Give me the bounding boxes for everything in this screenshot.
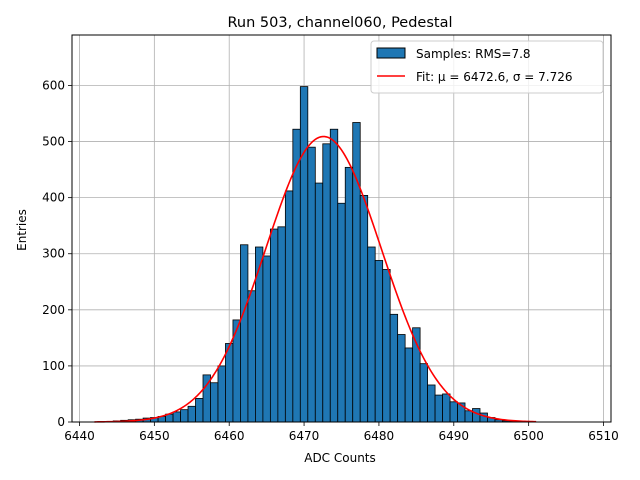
histogram-bar	[225, 343, 234, 423]
plot-frame	[71, 34, 612, 423]
histogram-bar	[442, 393, 451, 423]
histogram-bar	[240, 244, 249, 423]
y-tick-label: 400	[42, 191, 65, 205]
x-tick-label: 6510	[588, 429, 619, 443]
histogram-bar	[277, 226, 286, 423]
histogram-bar	[359, 195, 369, 423]
y-tick-label: 500	[42, 135, 65, 149]
histogram-bar	[322, 143, 331, 423]
y-axis-title: Entries	[15, 209, 29, 251]
y-tick-label: 200	[42, 303, 65, 317]
y-tick-label: 600	[42, 78, 65, 92]
y-tick-label: 0	[57, 415, 65, 429]
histogram-bar	[299, 86, 309, 423]
histogram-bar	[187, 405, 196, 423]
histogram-bar	[367, 246, 376, 423]
histogram-bar	[247, 290, 256, 423]
y-axis-ticks: 0 100 200 300 400 500 600	[42, 78, 72, 429]
x-tick-label: 6480	[364, 429, 395, 443]
histogram-bar	[449, 401, 458, 423]
histogram-bar	[389, 313, 399, 423]
histogram-bar	[314, 182, 324, 423]
legend-label-samples: Samples: RMS=7.8	[416, 47, 531, 61]
histogram-bar	[472, 408, 481, 423]
histogram-bar	[217, 365, 226, 423]
legend-box	[370, 40, 604, 94]
histogram-bar	[464, 410, 473, 423]
x-tick-label: 6460	[214, 429, 245, 443]
histogram-bar	[404, 347, 414, 423]
histogram-bar	[337, 202, 346, 423]
y-tick-label: 100	[42, 359, 65, 373]
histogram-bar	[352, 122, 361, 423]
x-tick-label: 6440	[64, 429, 95, 443]
histogram-bar	[382, 269, 391, 423]
legend: Samples: RMS=7.8 Fit: μ = 6472.6, σ = 7.…	[370, 40, 604, 94]
histogram-bar	[344, 166, 354, 423]
histogram-bar	[172, 411, 181, 423]
x-tick-label: 6500	[513, 429, 544, 443]
x-axis-ticks: 6440 6450 6460 6470 6480 6490 6500 6510	[64, 422, 619, 443]
y-tick-label: 300	[42, 247, 65, 261]
x-tick-label: 6490	[439, 429, 470, 443]
histogram-bar	[374, 260, 384, 423]
histogram-bar	[434, 394, 443, 423]
histogram-bar	[255, 246, 264, 423]
chart-title: Run 503, channel060, Pedestal	[227, 15, 452, 31]
legend-label-fit: Fit: μ = 6472.6, σ = 7.726	[416, 70, 573, 84]
histogram-bar	[397, 334, 406, 423]
legend-swatch-histogram	[376, 47, 406, 59]
histogram-bar	[180, 409, 189, 423]
histogram-bar	[262, 255, 271, 423]
histogram-bar	[427, 384, 436, 423]
histogram-bar	[284, 190, 294, 423]
x-tick-label: 6450	[139, 429, 170, 443]
histogram-bar	[269, 228, 279, 423]
gaussian-fit-curve	[94, 135, 537, 423]
histogram-bar	[329, 128, 339, 423]
histogram-bar	[195, 398, 204, 423]
histogram-bar	[307, 146, 316, 423]
x-tick-label: 6470	[289, 429, 320, 443]
x-axis-title: ADC Counts	[304, 451, 376, 465]
histogram-bar	[419, 363, 428, 423]
histogram-bar	[210, 382, 219, 423]
